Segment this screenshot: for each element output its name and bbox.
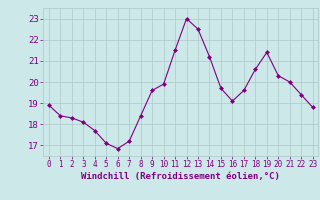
X-axis label: Windchill (Refroidissement éolien,°C): Windchill (Refroidissement éolien,°C)	[81, 172, 280, 181]
